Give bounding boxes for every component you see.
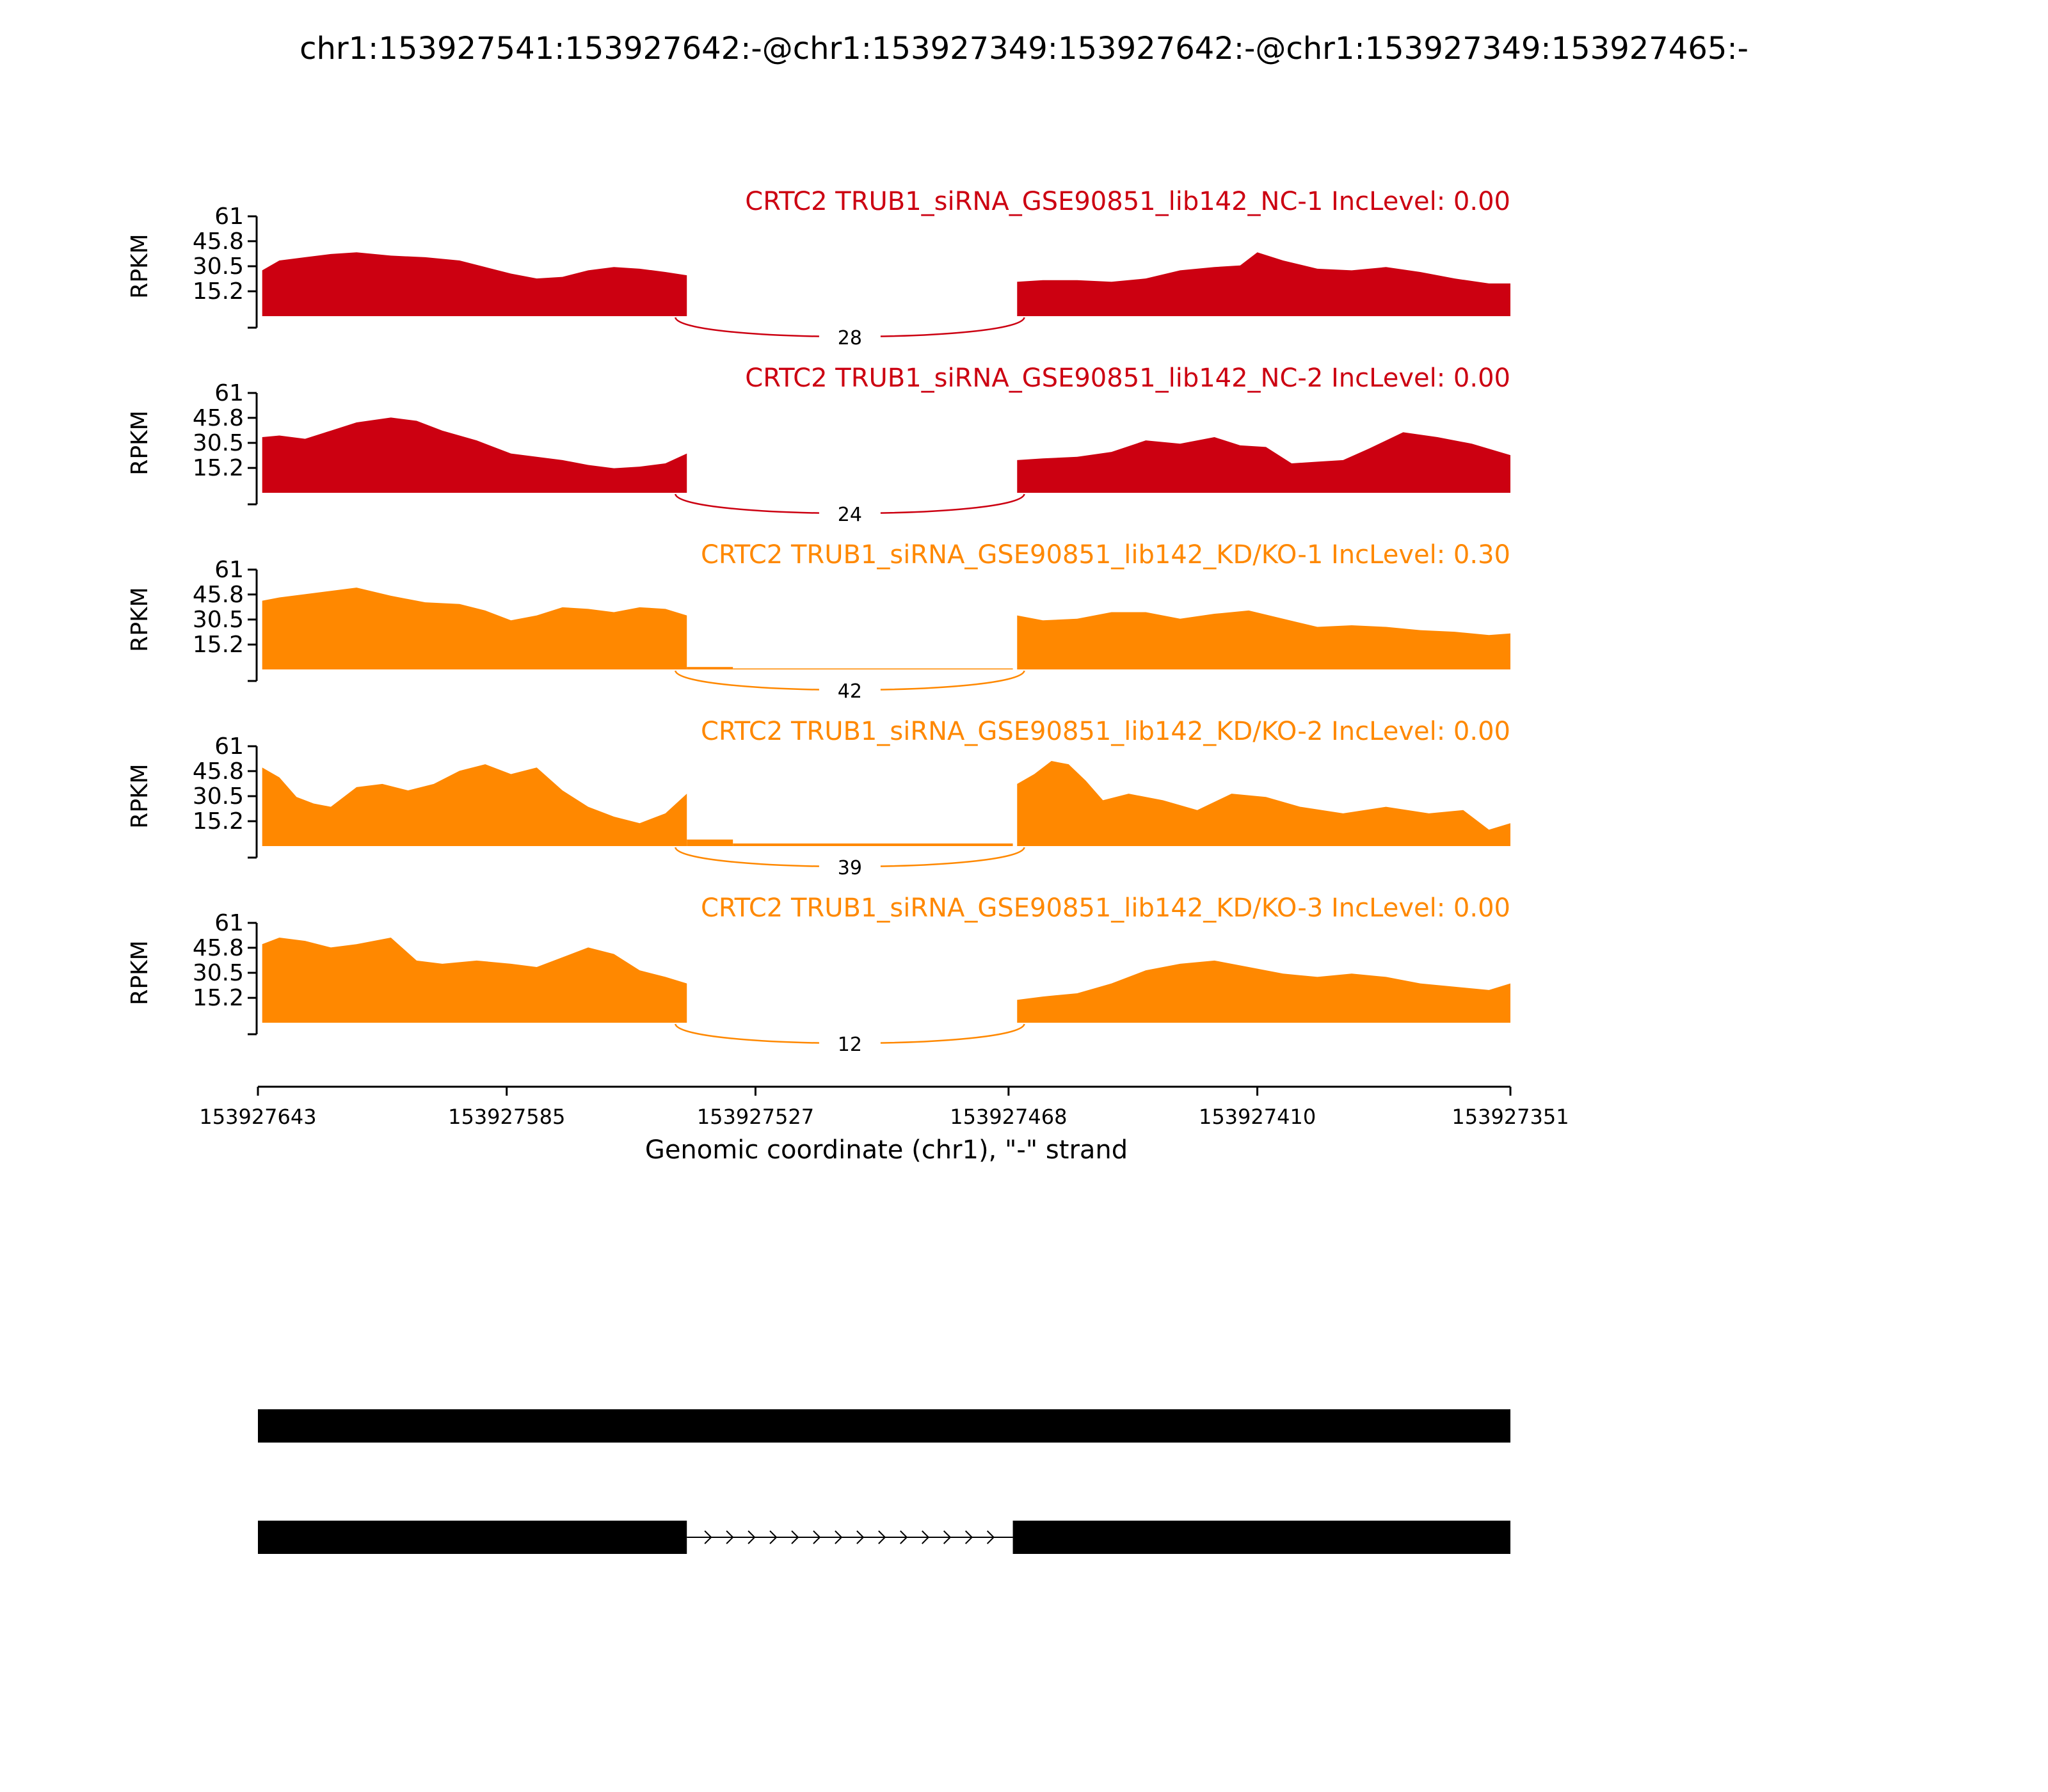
track-label: CRTC2 TRUB1_siRNA_GSE90851_lib142_KD/KO-… bbox=[701, 893, 1510, 923]
junction-count: 39 bbox=[838, 857, 862, 879]
strand-arrow bbox=[900, 1530, 908, 1544]
x-tick-label: 153927351 bbox=[1452, 1105, 1569, 1129]
coverage-track: CRTC2 TRUB1_siRNA_GSE90851_lib142_KD/KO-… bbox=[127, 717, 1510, 879]
strand-arrow bbox=[943, 1530, 952, 1544]
junction-label-bg bbox=[819, 326, 881, 348]
x-axis: 153927643 153927585 153927527 153927468 1539… bbox=[199, 1085, 1569, 1129]
chart-title: chr1:153927541:153927642:-@chr1:15392734… bbox=[300, 31, 1748, 67]
gene-model bbox=[258, 1409, 1510, 1554]
coverage-track: CRTC2 TRUB1_siRNA_GSE90851_lib142_KD/KO-… bbox=[127, 893, 1510, 1056]
y-axis-label: RPKM bbox=[127, 587, 153, 652]
strand-arrow bbox=[791, 1530, 799, 1544]
y-tick-label: 30.5 bbox=[193, 960, 244, 986]
coverage-area-exon2 bbox=[1017, 761, 1510, 846]
x-tick-label: 153927527 bbox=[697, 1105, 814, 1129]
track-label: CRTC2 TRUB1_siRNA_GSE90851_lib142_NC-2 I… bbox=[745, 364, 1510, 393]
strand-arrow bbox=[813, 1530, 821, 1544]
coverage-area-exon1 bbox=[262, 938, 687, 1023]
coverage-track: CRTC2 TRUB1_siRNA_GSE90851_lib142_NC-2 I… bbox=[127, 364, 1510, 526]
y-tick-label: 45.8 bbox=[193, 228, 244, 255]
strand-arrow bbox=[922, 1530, 930, 1544]
y-tick-label: 15.2 bbox=[193, 808, 244, 835]
y-tick-label: 61 bbox=[214, 910, 244, 936]
x-tick-label: 153927643 bbox=[199, 1105, 316, 1129]
strand-arrow bbox=[769, 1530, 778, 1544]
y-tick-label: 61 bbox=[214, 204, 244, 230]
coverage-area-exon2 bbox=[1017, 432, 1510, 493]
strand-arrow bbox=[726, 1530, 734, 1544]
exon-block bbox=[258, 1521, 687, 1554]
track-label: CRTC2 TRUB1_siRNA_GSE90851_lib142_NC-1 I… bbox=[745, 187, 1510, 216]
coverage-area-exon1 bbox=[262, 417, 687, 493]
coverage-tracks: CRTC2 TRUB1_siRNA_GSE90851_lib142_NC-1 I… bbox=[127, 187, 1510, 1056]
transcript bbox=[258, 1409, 1510, 1443]
junction-label-bg bbox=[819, 680, 881, 701]
y-tick-label: 15.2 bbox=[193, 278, 244, 305]
exon-block bbox=[1012, 1521, 1510, 1554]
coverage-track: CRTC2 TRUB1_siRNA_GSE90851_lib142_NC-1 I… bbox=[127, 187, 1510, 349]
track-label: CRTC2 TRUB1_siRNA_GSE90851_lib142_KD/KO-… bbox=[701, 717, 1510, 746]
y-tick-label: 45.8 bbox=[193, 758, 244, 785]
coverage-tail bbox=[687, 667, 733, 669]
coverage-area-exon1 bbox=[262, 252, 687, 316]
junction-count: 28 bbox=[838, 327, 862, 349]
y-tick-label: 45.8 bbox=[193, 935, 244, 961]
y-axis-label: RPKM bbox=[127, 410, 153, 475]
y-tick-label: 30.5 bbox=[193, 430, 244, 456]
exon-block bbox=[258, 1409, 1510, 1443]
junction-count: 42 bbox=[838, 680, 862, 703]
coverage-tail bbox=[687, 839, 733, 846]
y-tick-label: 61 bbox=[214, 380, 244, 406]
junction-count: 24 bbox=[838, 504, 862, 526]
x-axis-label: Genomic coordinate (chr1), "-" strand bbox=[645, 1135, 1128, 1165]
coverage-area-exon2 bbox=[1017, 252, 1510, 316]
coverage-area-exon2 bbox=[1017, 610, 1510, 669]
junction-label-bg bbox=[819, 503, 881, 525]
y-tick-label: 15.2 bbox=[193, 632, 244, 658]
junction-count: 12 bbox=[838, 1034, 862, 1056]
coverage-area-exon1 bbox=[262, 588, 687, 669]
y-tick-label: 61 bbox=[214, 557, 244, 583]
junction-label-bg bbox=[819, 856, 881, 878]
coverage-tail bbox=[733, 843, 1013, 846]
junction-label-bg bbox=[819, 1033, 881, 1055]
strand-arrow bbox=[704, 1530, 712, 1544]
x-tick-label: 153927410 bbox=[1199, 1105, 1316, 1129]
track-label: CRTC2 TRUB1_siRNA_GSE90851_lib142_KD/KO-… bbox=[701, 540, 1510, 570]
y-tick-label: 30.5 bbox=[193, 253, 244, 280]
y-tick-label: 61 bbox=[214, 733, 244, 760]
transcript bbox=[258, 1521, 1510, 1554]
y-axis-label: RPKM bbox=[127, 764, 153, 828]
y-axis-label: RPKM bbox=[127, 234, 153, 298]
x-tick-label: 153927468 bbox=[950, 1105, 1067, 1129]
coverage-track: CRTC2 TRUB1_siRNA_GSE90851_lib142_KD/KO-… bbox=[127, 540, 1510, 703]
y-tick-label: 30.5 bbox=[193, 783, 244, 810]
y-tick-label: 15.2 bbox=[193, 985, 244, 1011]
y-tick-label: 45.8 bbox=[193, 582, 244, 608]
coverage-area-exon1 bbox=[262, 764, 687, 846]
strand-arrow bbox=[986, 1530, 995, 1544]
y-axis-label: RPKM bbox=[127, 940, 153, 1005]
x-tick-label: 153927585 bbox=[448, 1105, 565, 1129]
y-tick-label: 30.5 bbox=[193, 607, 244, 633]
strand-arrow bbox=[748, 1530, 756, 1544]
strand-arrow bbox=[835, 1530, 843, 1544]
strand-arrow bbox=[964, 1530, 973, 1544]
strand-arrow bbox=[878, 1530, 886, 1544]
y-tick-label: 45.8 bbox=[193, 405, 244, 431]
y-tick-label: 15.2 bbox=[193, 455, 244, 481]
coverage-tail bbox=[733, 668, 1013, 669]
coverage-area-exon2 bbox=[1017, 960, 1510, 1023]
strand-arrow bbox=[856, 1530, 865, 1544]
